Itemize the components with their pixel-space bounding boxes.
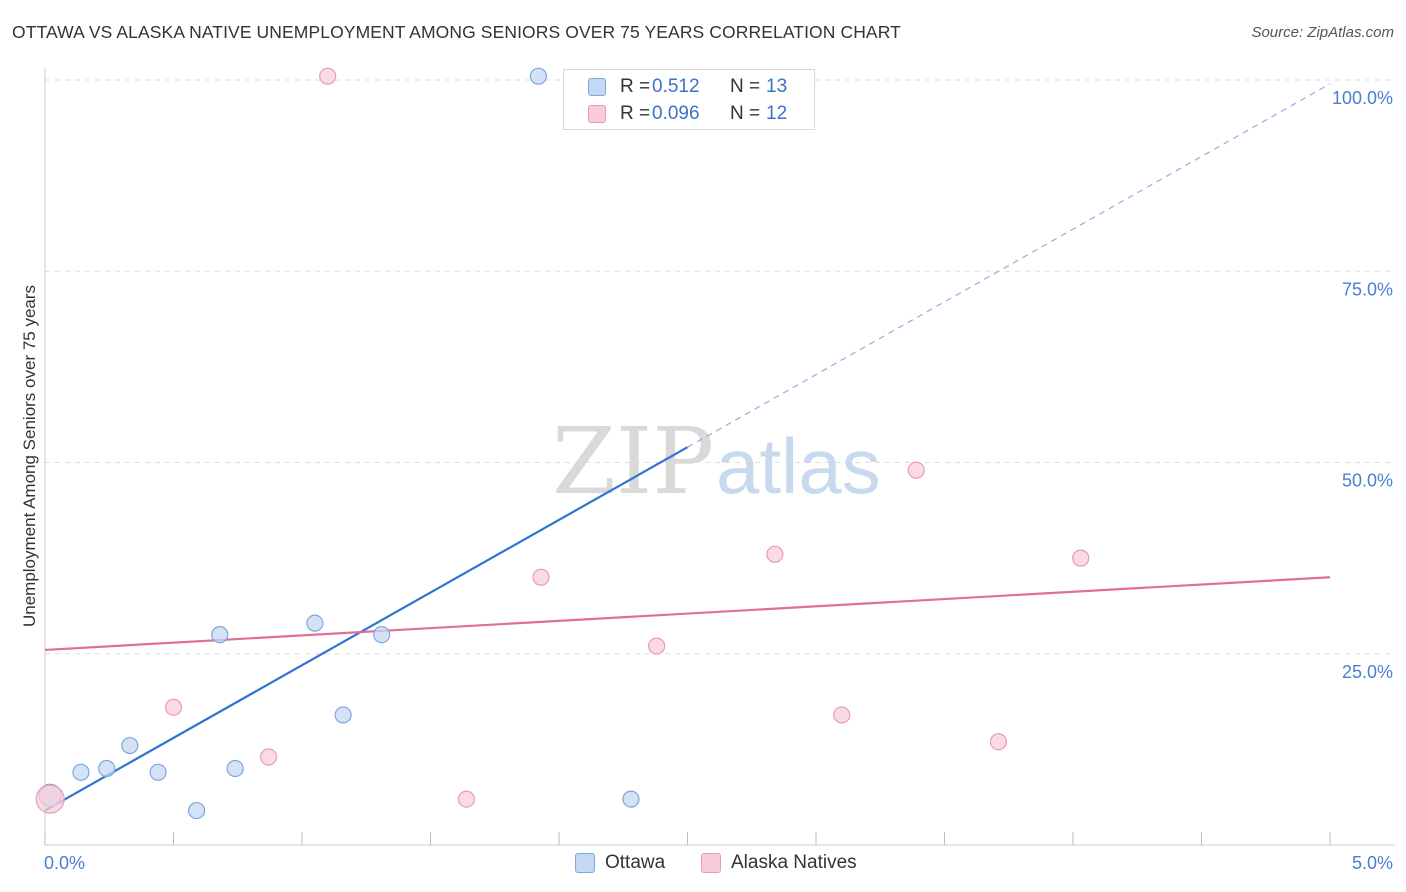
- data-point-alaska: [989, 733, 1008, 751]
- data-point-ottawa: [98, 759, 116, 778]
- data-point-ottawa: [121, 736, 139, 755]
- data-point-ottawa: [306, 614, 324, 632]
- data-point-alaska: [907, 461, 925, 479]
- data-point-alaska: [1072, 549, 1090, 567]
- data-point-alaska: [457, 790, 476, 808]
- legend-n-value: 12: [766, 103, 788, 124]
- data-points: [35, 67, 1090, 820]
- y-tick-labels: 25.0% 50.0% 75.0% 100.0%: [1332, 88, 1393, 682]
- data-point-ottawa: [211, 626, 229, 644]
- trend-line-alaska: [44, 576, 1331, 652]
- series-legend: Ottawa Alaska Natives: [0, 852, 1406, 878]
- legend-row-ottawa: R = 0.512 N = 13: [588, 76, 787, 98]
- legend-swatch-ottawa: [575, 853, 595, 873]
- data-point-alaska: [648, 637, 666, 655]
- x-tick-label: 5.0%: [1352, 853, 1393, 873]
- data-point-alaska: [259, 748, 278, 766]
- legend-n-label: N =: [730, 76, 761, 97]
- legend-r-value: 0.096: [652, 103, 700, 124]
- data-point-ottawa: [149, 763, 167, 781]
- watermark-zip: ZIP: [552, 408, 714, 515]
- source-label: Source: ZipAtlas.com: [1251, 24, 1394, 41]
- data-point-alaska: [766, 545, 784, 563]
- data-point-alaska: [532, 568, 550, 586]
- watermark-atlas: atlas: [716, 422, 881, 510]
- data-point-ottawa: [622, 790, 640, 808]
- legend-r-label: R =: [620, 103, 651, 124]
- y-axis-label: Unemployment Among Seniors over 75 years: [20, 285, 39, 627]
- watermark: ZIP atlas: [552, 408, 881, 515]
- data-point-ottawa: [226, 759, 244, 778]
- legend-item-alaska-natives[interactable]: Alaska Natives: [701, 852, 857, 874]
- legend-n-value: 13: [766, 76, 788, 97]
- correlation-legend: R = 0.512 N = 13 R = 0.096 N = 12: [563, 69, 815, 130]
- trend-line-ottawa-extension: [687, 83, 1331, 448]
- legend-item-ottawa[interactable]: Ottawa: [575, 852, 665, 874]
- x-tick-labels: 0.0% 5.0%: [44, 853, 1393, 873]
- trend-line-ottawa: [44, 446, 689, 812]
- chart-title: OTTAWA VS ALASKA NATIVE UNEMPLOYMENT AMO…: [12, 22, 901, 42]
- data-point-ottawa: [334, 706, 352, 724]
- legend-label-alaska-natives: Alaska Natives: [731, 852, 857, 873]
- x-tick-label: 0.0%: [44, 853, 85, 873]
- axes: [44, 68, 1395, 846]
- data-point-alaska: [319, 67, 337, 85]
- y-tick-label: 100.0%: [1332, 88, 1393, 108]
- y-tick-label: 75.0%: [1342, 279, 1393, 299]
- y-tick-label: 25.0%: [1342, 662, 1393, 682]
- data-point-alaska: [35, 784, 65, 814]
- data-point-ottawa: [188, 801, 206, 820]
- legend-r-label: R =: [620, 76, 651, 97]
- legend-r-value: 0.512: [652, 76, 700, 97]
- data-point-ottawa: [72, 763, 90, 781]
- legend-label-ottawa: Ottawa: [605, 852, 666, 873]
- data-point-ottawa: [373, 626, 391, 644]
- legend-swatch-alaska: [588, 105, 606, 123]
- trend-lines: [44, 83, 1331, 812]
- grid-lines: [45, 79, 1395, 655]
- data-point-alaska: [833, 706, 851, 724]
- legend-n-label: N =: [730, 103, 761, 124]
- legend-swatch-ottawa: [588, 78, 606, 96]
- data-point-ottawa: [529, 67, 548, 85]
- y-tick-label: 50.0%: [1342, 471, 1393, 491]
- data-point-alaska: [164, 698, 183, 716]
- legend-swatch-alaska: [701, 853, 721, 873]
- legend-row-alaska: R = 0.096 N = 12: [588, 103, 787, 125]
